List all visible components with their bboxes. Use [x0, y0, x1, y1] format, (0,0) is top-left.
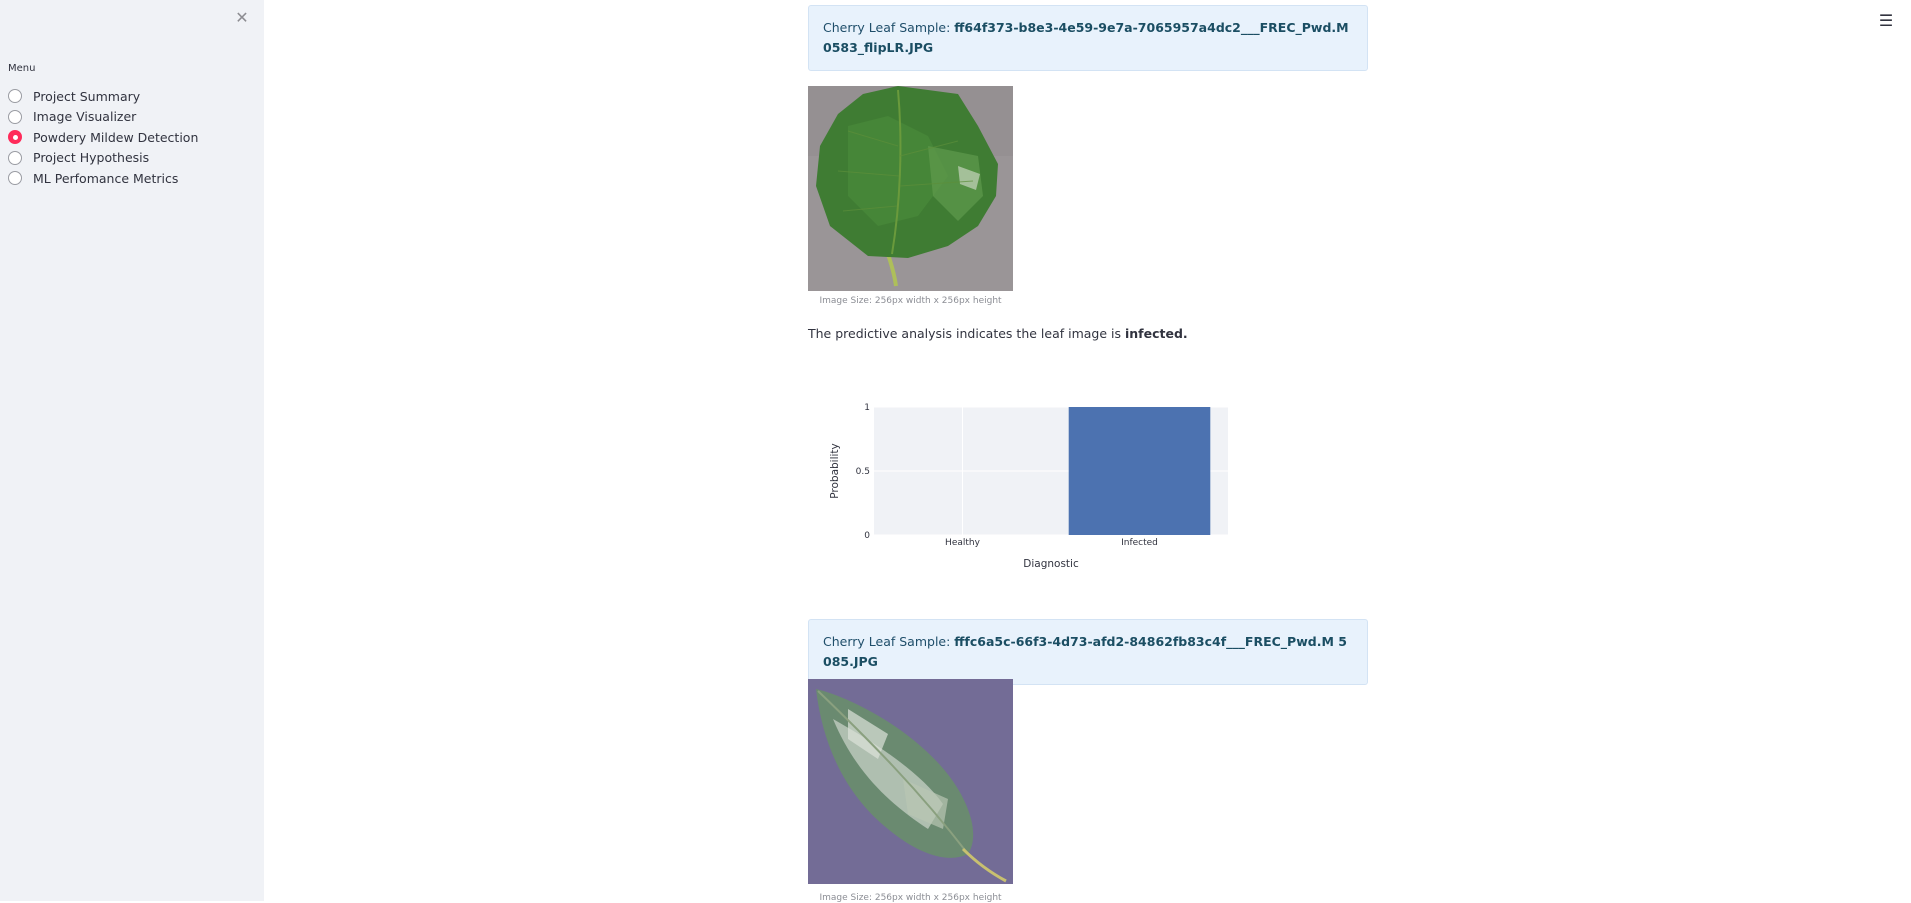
x-tick-label: Infected	[1121, 538, 1158, 548]
bar-infected	[1068, 407, 1211, 535]
y-tick-label: 0.5	[856, 467, 870, 477]
y-tick-label: 1	[864, 403, 870, 413]
leaf-image	[808, 86, 1013, 291]
close-icon[interactable]: ✕	[235, 8, 249, 27]
y-tick-label: 0	[864, 531, 870, 541]
prediction-text: The predictive analysis indicates the le…	[808, 326, 1188, 341]
menu-item-label: ML Perfomance Metrics	[33, 170, 179, 186]
radio-button[interactable]	[8, 150, 22, 165]
sample-info-box: Cherry Leaf Sample: ff64f373-b8e3-4e59-9…	[808, 5, 1368, 71]
x-tick-label: Healthy	[945, 538, 981, 548]
hamburger-menu-icon[interactable]: ☰	[1878, 11, 1894, 30]
menu-item-label: Image Visualizer	[33, 109, 137, 125]
menu-item-powdery-mildew-detection[interactable]: Powdery Mildew Detection	[8, 127, 198, 148]
prediction-result: infected.	[1124, 326, 1188, 341]
radio-button-selected[interactable]	[8, 130, 22, 145]
sample-filename: ff64f373-b8e3-4e59-9e7a-7065957a4dc2___F…	[823, 20, 1349, 55]
sidebar: ✕ Menu Project Summary Image Visualizer …	[0, 0, 264, 901]
menu-item-image-visualizer[interactable]: Image Visualizer	[8, 107, 198, 128]
sample-label: Cherry Leaf Sample:	[823, 20, 955, 35]
sample-filename: fffc6a5c-66f3-4d73-afd2-84862fb83c4f___F…	[823, 634, 1347, 669]
radio-button[interactable]	[8, 89, 22, 104]
radio-button[interactable]	[8, 109, 22, 124]
menu-radio-group: Project Summary Image Visualizer Powdery…	[8, 86, 198, 189]
prediction-sentence: The predictive analysis indicates the le…	[808, 326, 1125, 341]
image-caption: Image Size: 256px width x 256px height	[819, 893, 1002, 903]
menu-item-ml-performance-metrics[interactable]: ML Perfomance Metrics	[8, 168, 198, 189]
menu-item-project-hypothesis[interactable]: Project Hypothesis	[8, 148, 198, 169]
probability-bar-chart: 0 0.5 1 Healthy Infected Diagnostic Probabilit…	[808, 390, 1248, 584]
menu-item-label: Project Summary	[33, 88, 141, 104]
sample-info-box: Cherry Leaf Sample: fffc6a5c-66f3-4d73-a…	[808, 619, 1368, 685]
radio-button[interactable]	[8, 171, 22, 186]
image-caption: Image Size: 256px width x 256px height	[819, 296, 1002, 306]
menu-item-project-summary[interactable]: Project Summary	[8, 86, 198, 107]
sample-label: Cherry Leaf Sample:	[823, 634, 955, 649]
x-axis-title: Diagnostic	[1023, 558, 1079, 570]
y-axis-title: Probability	[829, 443, 841, 499]
leaf-image	[808, 679, 1013, 884]
menu-item-label: Powdery Mildew Detection	[33, 129, 199, 145]
menu-label: Menu	[8, 63, 36, 74]
menu-item-label: Project Hypothesis	[33, 150, 150, 166]
